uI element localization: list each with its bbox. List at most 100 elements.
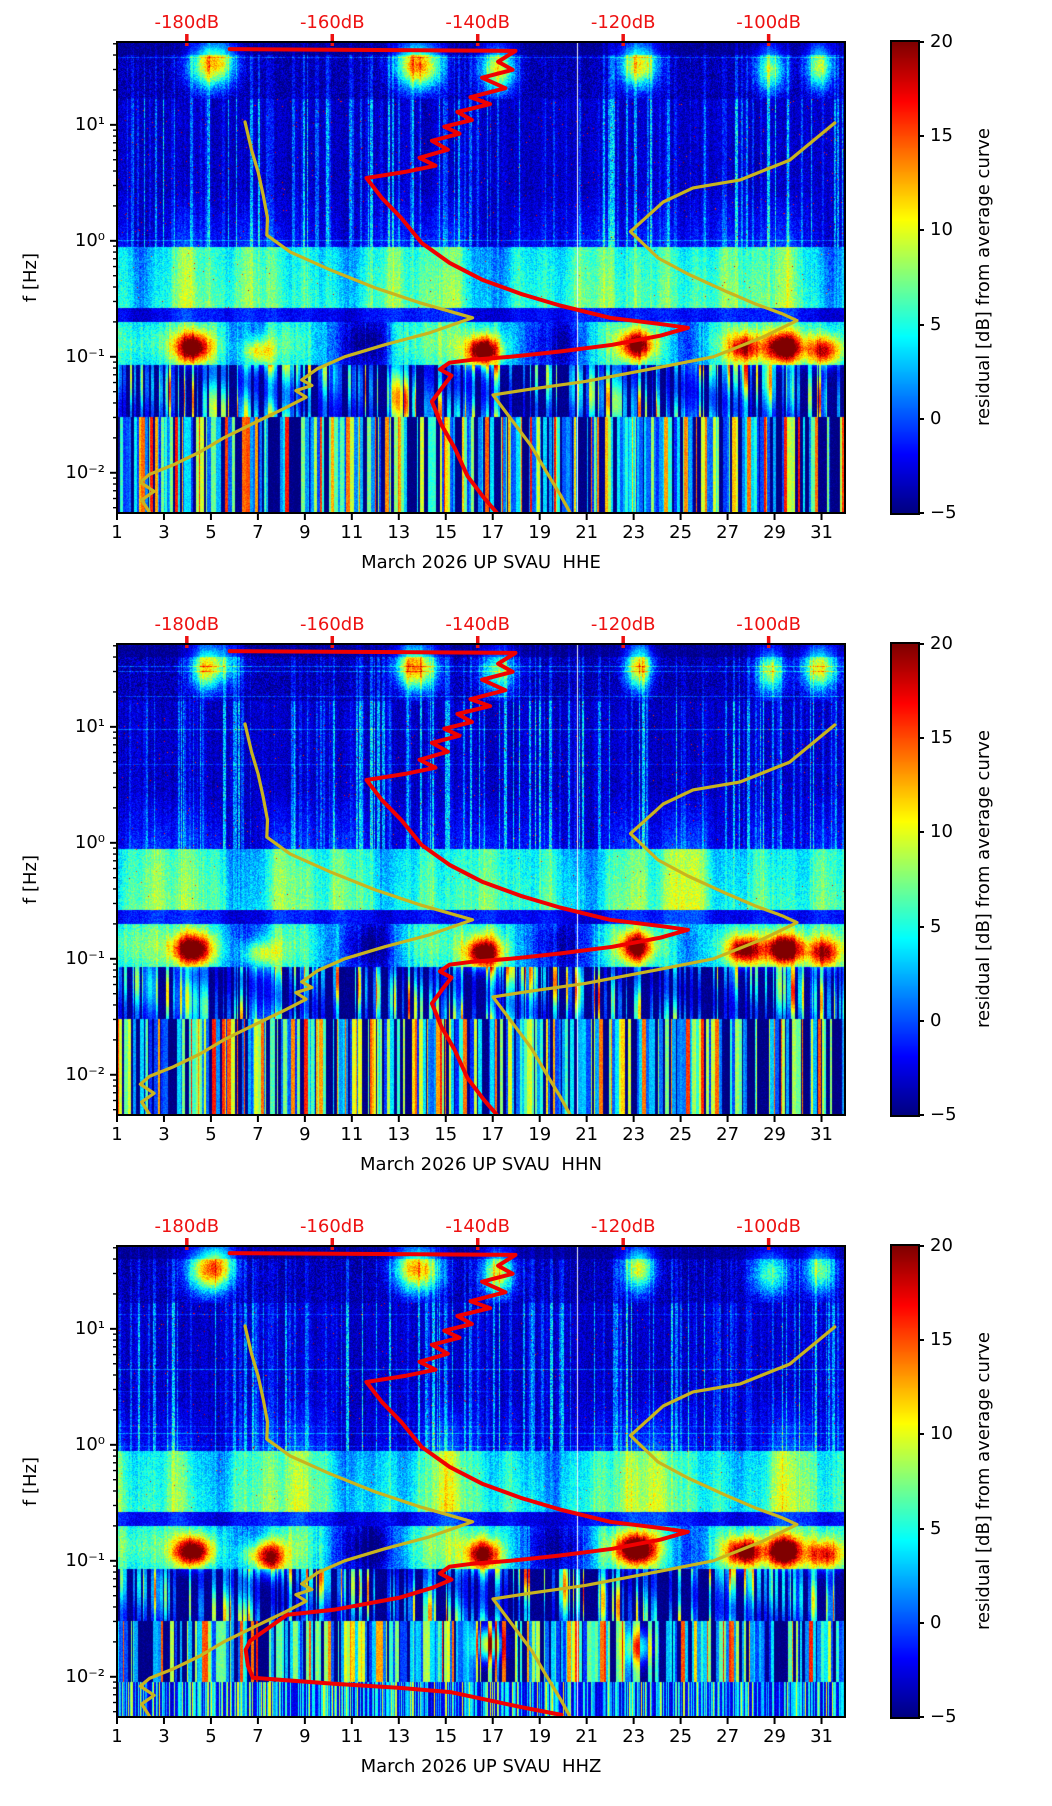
x-axis-tick-label: 23 [622,1124,646,1145]
y-axis-tick-label: 10¹ [74,1317,105,1339]
colorbar-tick [918,1621,924,1624]
x-axis-tick-label: 11 [340,1124,364,1145]
top-axis-db-label: -140dB [445,12,511,33]
x-axis-tick-label: 13 [387,522,411,543]
colorbar-tick-label: 10 [930,1423,953,1445]
top-axis-db-label: -160dB [299,1216,365,1237]
colorbar-tick [918,1245,924,1247]
colorbar-tick-label: 0 [930,407,942,429]
colorbar [892,42,918,513]
x-axis-tick-label: 29 [763,1726,786,1747]
x-axis-tick-label: 17 [481,522,505,543]
x-axis-tick-label: 31 [810,522,833,543]
x-axis-tick-label: 11 [340,1726,364,1747]
colorbar-tick-label: 10 [930,219,953,241]
y-axis-tick-label: 10⁰ [74,229,105,251]
y-axis-tick-label: 10⁻² [65,1063,105,1085]
top-axis-db-label: -120dB [590,12,656,33]
x-axis-tick-label: 5 [205,522,217,543]
x-axis-tick-label: 1 [111,522,123,543]
top-axis-db-label: -100dB [736,614,801,635]
colorbar-tick [918,229,924,232]
y-axis-tick-label: 10⁻² [65,1665,105,1687]
colorbar-tick [918,135,924,138]
x-axis-tick-label: 21 [575,522,599,543]
x-axis-tick-label: 29 [763,522,786,543]
x-axis-tick-label: 13 [387,1726,411,1747]
colorbar-frame [890,1244,920,1719]
x-axis-tick-label: 3 [158,1124,170,1145]
x-axis-label: March 2026 UP SVAU HHZ [360,1756,602,1777]
x-axis-tick-label: 25 [669,1726,693,1747]
top-axis-db-label: -180dB [154,1216,220,1237]
panel-hhn: -180dB -160dB -140dB -120dB -100dB 10¹ 10⁰ 10⁻¹… [0,602,1052,1204]
x-axis-tick-label: 3 [158,1726,170,1747]
colorbar-frame [890,40,920,515]
y-axis-label: f [Hz] [16,208,44,348]
colorbar-tick [918,1527,924,1530]
colorbar-tick [918,1019,924,1022]
top-axis-db-label: -160dB [299,614,365,635]
x-axis-tick-label: 19 [528,1124,552,1145]
colorbar-tick-label: 15 [930,125,953,147]
top-axis-db-label: -140dB [445,614,511,635]
x-axis-tick-label: 9 [299,1726,311,1747]
top-axis-db-label: -100dB [736,1216,801,1237]
top-axis-db-label: -120dB [590,1216,656,1237]
y-axis-tick-label: 10¹ [74,715,105,737]
x-axis-tick-label: 23 [622,1726,646,1747]
x-axis-tick-label: 31 [810,1124,833,1145]
x-axis-tick-label: 27 [716,522,740,543]
x-axis-tick-label: 27 [716,1726,740,1747]
x-axis-tick-label: 21 [575,1124,599,1145]
x-axis-tick-label: 7 [252,1726,264,1747]
x-axis-tick-label: 9 [299,1124,311,1145]
x-axis-tick-label: 3 [158,522,170,543]
colorbar-tick-label: 0 [930,1009,942,1031]
colorbar [892,1246,918,1717]
colorbar-tick [918,737,924,740]
colorbar-tick [918,643,924,645]
colorbar-label-text: residual [dB] from average curve [972,1332,994,1631]
top-axis-db-label: -140dB [445,1216,511,1237]
colorbar-tick [918,831,924,834]
x-axis-tick-label: 1 [111,1124,123,1145]
y-axis-tick-label: 10⁻¹ [65,345,105,367]
x-axis-tick-label: 23 [622,522,646,543]
spectrogram-heatmap [117,644,845,1115]
colorbar-frame [890,642,920,1117]
x-axis-tick-label: 7 [252,1124,264,1145]
colorbar-tick [918,1716,924,1718]
x-axis-tick-label: 11 [340,522,364,543]
y-axis-tick-label: 10⁰ [74,831,105,853]
colorbar-label: residual [dB] from average curve [968,42,998,513]
x-axis-tick-label: 15 [434,1726,458,1747]
colorbar-tick-label: 5 [930,1517,942,1539]
colorbar-tick [918,512,924,514]
colorbar-tick-label: 5 [930,313,942,335]
x-axis-tick-label: 7 [252,522,264,543]
top-axis-db-label: -160dB [299,12,365,33]
colorbar-tick [918,41,924,43]
y-axis-label: f [Hz] [16,810,44,950]
colorbar-tick-label: −5 [930,1104,957,1125]
x-axis-tick-label: 21 [575,1726,599,1747]
panel-hhz: -180dB -160dB -140dB -120dB -100dB 10¹ 10⁰ 10⁻¹… [0,1204,1052,1806]
x-axis-tick-label: 31 [810,1726,833,1747]
top-axis-db-label: -100dB [736,12,801,33]
colorbar-tick-label: 20 [930,1235,953,1256]
y-axis-label: f [Hz] [16,1412,44,1552]
colorbar-tick [918,1114,924,1116]
colorbar-tick-label: −5 [930,502,957,523]
y-axis-tick-label: 10⁰ [74,1433,105,1455]
colorbar-tick-label: 5 [930,915,942,937]
colorbar-tick [918,417,924,420]
x-axis-tick-label: 5 [205,1124,217,1145]
colorbar-label: residual [dB] from average curve [968,1246,998,1717]
colorbar-tick [918,323,924,326]
x-axis-tick-label: 17 [481,1726,505,1747]
colorbar-tick-label: 15 [930,1329,953,1351]
x-axis-tick-label: 15 [434,522,458,543]
x-axis-tick-label: 13 [387,1124,411,1145]
